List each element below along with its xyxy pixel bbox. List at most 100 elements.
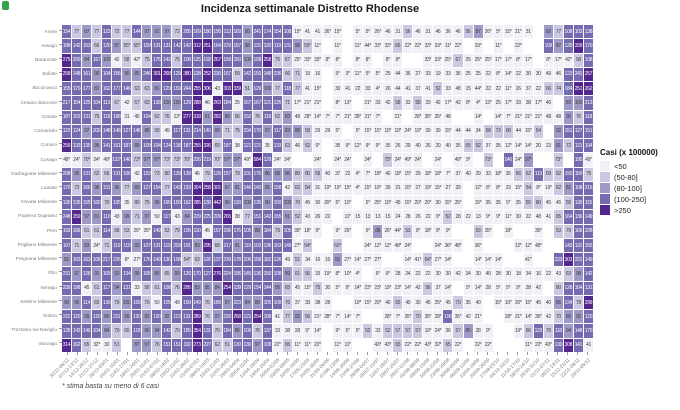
heatmap-cell: 22* [413,338,423,352]
heatmap-cell: 9* [433,224,443,238]
heatmap-cell: 8* [393,53,403,67]
heatmap-cell: 151 [583,124,593,139]
heatmap-cell: 36 [443,324,453,338]
legend-title: Casi (x 100000) [600,148,658,157]
heatmap-cell: 30 [473,267,483,281]
heatmap-cell: 104 [92,324,102,338]
heatmap-cell: 42 [453,267,463,281]
heatmap-cell: 150 [272,196,282,210]
heatmap-cell: 80 [302,167,312,181]
heatmap-cell: 24* [92,153,102,167]
heatmap-cell: 97 [212,310,222,324]
heatmap-cell: 101 [242,167,252,181]
heatmap-cell: 89 [282,267,292,281]
heatmap-cell: 197 [232,39,242,53]
x-tick [166,352,168,355]
heatmap-cell: 81 [553,139,563,153]
row-label: Pero [47,228,62,234]
heatmap-cell: 75 [142,53,152,67]
heatmap-cell: 184 [222,324,232,338]
heatmap-cell: 8* [493,67,503,82]
heatmap-cell: 95 [92,139,102,153]
heatmap-cell: 15 [353,210,363,224]
heatmap-cell: 76 [282,295,292,310]
heatmap-cell: 143 [262,210,272,224]
heatmap-cell: 164 [212,39,222,53]
heatmap-cell: 28 [493,267,503,281]
heatmap-cell: 150 [563,167,573,181]
heatmap-cell: 45 [543,196,553,210]
x-tick [537,352,539,355]
heatmap-cell: 228 [583,224,593,238]
heatmap-cell: 126 [272,253,282,267]
heatmap-cell: 66 [92,39,102,53]
heatmap-cell: 24* [282,153,292,167]
heatmap-cell: 149 [192,295,202,310]
heatmap-cell: 11* [353,67,363,82]
heatmap-cell: 31 [393,25,403,39]
heatmap-cell [513,338,523,352]
heatmap-cell: 9* [333,224,343,238]
heatmap-cell: 160 [92,196,102,210]
heatmap-cell: 12* [523,238,533,253]
heatmap-cell: 22 [423,210,433,224]
heatmap-cell: 15* [333,181,343,196]
heatmap-cell: 22 [523,210,533,224]
heatmap-cell: 142 [162,324,172,338]
heatmap-cell: 127 [142,181,152,196]
heatmap-cell: 43* [543,338,553,352]
heatmap-cell: 167 [252,96,262,110]
heatmap-cell: 42* [132,53,142,67]
heatmap-cell: 21* [533,110,543,124]
heatmap-cell: 223 [553,253,563,267]
heatmap-cell [543,124,553,139]
heatmap-cell: 70* [82,153,92,167]
x-tick [216,352,218,355]
heatmap-cell: 142 [242,67,252,82]
heatmap-cell: 135 [82,139,92,153]
heatmap-cell: 123 [533,324,543,338]
heatmap-cell: 97 [142,25,152,39]
heatmap-cell: 120 [152,310,162,324]
heatmap-cell: 84 [182,210,192,224]
heatmap-cell [463,110,473,124]
heatmap-cell: 314 [62,338,72,352]
x-tick [266,352,268,355]
heatmap-cell: 4* [353,267,363,281]
heatmap-cell: 5* [493,25,503,39]
heatmap-cell: 254 [252,310,262,324]
heatmap-cell: 39 [383,181,393,196]
heatmap-cell: 134 [563,295,573,310]
heatmap-cell: 35* [423,310,433,324]
heatmap-cell: 44* [393,224,403,238]
row-label: Trezzano sul Naviglio [11,328,62,333]
heatmap-cell: 141 [102,139,112,153]
heatmap-cell: 46 [383,25,393,39]
x-tick [467,352,469,355]
heatmap-cell: 15* [292,25,302,39]
heatmap-cell: 83 [282,124,292,139]
y-tick [59,72,62,74]
row-label: Settimo Milanese [20,299,62,305]
heatmap-cell: 71 [102,238,112,253]
heatmap-cell: 33 [483,167,493,181]
heatmap-cell: 35 [493,196,503,210]
x-tick [206,352,208,355]
heatmap-cell: 58 [393,96,403,110]
legend-items: <50 (50-80] (80-100] (100-250] >250 [600,161,680,215]
heatmap-cell: 28 [473,324,483,338]
row-label: Arese [44,29,62,35]
legend-item: >250 [600,205,680,215]
heatmap-cell: 108 [272,267,282,281]
heatmap-cell [553,96,563,110]
heatmap-cell: 124 [162,139,172,153]
heatmap-cell: 52 [292,210,302,224]
heatmap-cell [543,253,553,267]
heatmap-cell: 14* [443,281,453,295]
heatmap-cell: 144 [132,25,142,39]
heatmap-cell: 90 [262,196,272,210]
heatmap-cell: 18* [503,224,513,238]
heatmap-cell: 65 [282,281,292,295]
heatmap-cell [323,153,333,167]
heatmap-cell: 28* [323,310,333,324]
